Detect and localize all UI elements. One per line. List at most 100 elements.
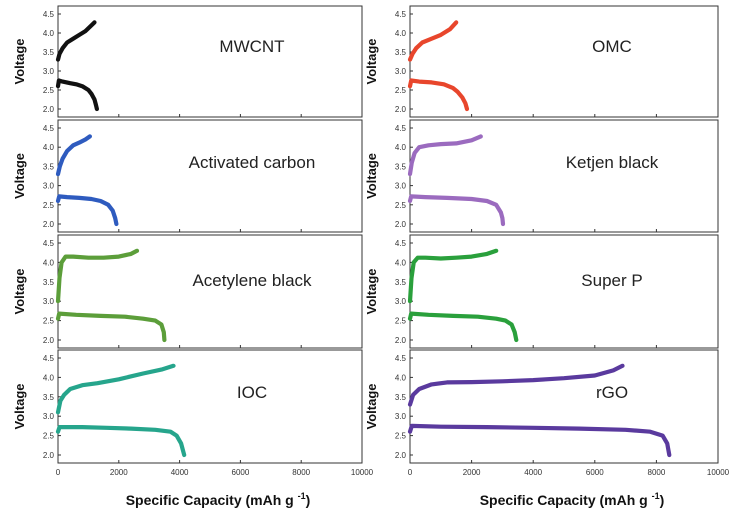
x-axis-label-main: Specific Capacity (mAh g [480,492,652,508]
panel-activated-carbon-ytick-label: 2.0 [43,220,55,229]
panel-mwcnt-frame [57,5,363,118]
panel-mwcnt-ytick-label: 3.0 [43,67,55,76]
panel-super-p-ytick-label: 4.0 [395,258,407,267]
panel-ioc-frame [57,349,363,464]
panel-omc-title: OMC [592,37,632,56]
x-axis-label-close: ) [660,492,665,508]
x-axis-label-close: ) [306,492,311,508]
panel-ketjen-black-ytick-label: 2.5 [395,201,407,210]
panel-rgo-xtick-label: 2000 [463,468,481,477]
panel-mwcnt-ytick-label: 3.5 [43,48,55,57]
panel-super-p-ytick-label: 3.0 [395,297,407,306]
panel-ioc-ytick-label: 2.5 [43,432,55,441]
panel-acetylene-black-ytick-label: 2.0 [43,336,55,345]
panel-omc-ytick-label: 2.5 [395,86,407,95]
panel-rgo-ylabel: Voltage [364,384,379,430]
panel-omc-ytick-label: 3.0 [395,67,407,76]
panel-activated-carbon-discharge-curve [55,194,119,227]
panel-mwcnt-ylabel: Voltage [12,39,27,85]
panel-ketjen-black-ytick-label: 4.5 [395,124,407,133]
panel-acetylene-black-ytick-label: 4.0 [43,258,55,267]
panel-super-p-discharge-curve [407,311,519,343]
panel-super-p-frame [409,234,719,349]
panel-rgo-xtick-label: 8000 [648,468,666,477]
panel-rgo-ytick-label: 2.5 [395,432,407,441]
panel-rgo-ytick-label: 4.0 [395,373,407,382]
panel-mwcnt-ytick-label: 4.5 [43,10,55,19]
panel-acetylene-black-ytick-label: 3.0 [43,297,55,306]
panel-rgo-title: rGO [596,383,628,402]
panel-rgo-xtick-label: 6000 [586,468,604,477]
panel-super-p-ytick-label: 2.5 [395,317,407,326]
panel-activated-carbon-ytick-label: 4.5 [43,124,55,133]
panel-rgo: 2.0 2.5 3.0 3.5 4.0 4.5 0 2000 4000 6000 8000 10000… [364,349,730,477]
panel-ioc-xtick-label: 6000 [232,468,250,477]
panel-acetylene-black-ytick-label: 3.5 [43,278,55,287]
panel-activated-carbon-title: Activated carbon [189,153,316,172]
panel-omc-ylabel: Voltage [364,39,379,85]
panel-activated-carbon-ytick-label: 3.0 [43,182,55,191]
panel-acetylene-black-charge-curve [55,248,140,304]
panel-activated-carbon-ytick-label: 2.5 [43,201,55,210]
panel-ioc-xtick-label: 2000 [110,468,128,477]
panel-activated-carbon-charge-curve [55,134,93,177]
panel-activated-carbon-ylabel: Voltage [12,153,27,199]
panel-rgo-xtick-label: 0 [408,468,413,477]
panel-ioc-xtick-label: 8000 [292,468,310,477]
panel-ioc-ylabel: Voltage [12,384,27,430]
panel-activated-carbon: 2.0 2.5 3.0 3.5 4.0 4.5 Voltage Activated carbo… [12,119,363,233]
panel-mwcnt-discharge-curve [55,78,100,112]
panel-omc-ytick-label: 3.5 [395,48,407,57]
panel-omc-ytick-label: 4.0 [395,29,407,38]
panel-super-p-ytick-label: 2.0 [395,336,407,345]
panel-acetylene-black-discharge-curve [55,311,167,343]
panel-acetylene-black: 2.0 2.5 3.0 3.5 4.0 4.5 Voltage Acetylene black [12,234,363,349]
panel-super-p-ytick-label: 3.5 [395,278,407,287]
panel-ioc: 2.0 2.5 3.0 3.5 4.0 4.5 0 2000 4000 6000 8000 10000… [12,349,374,477]
panel-ketjen-black-ytick-label: 3.5 [395,162,407,171]
panel-ioc-ytick-label: 4.5 [43,354,55,363]
panel-omc-discharge-curve [407,78,470,112]
panel-super-p-title: Super P [581,271,642,290]
panel-ioc-xtick-label: 0 [56,468,61,477]
panel-ketjen-black-discharge-curve [407,194,506,227]
x-axis-label-right: Specific Capacity (mAh g -1) [480,491,665,508]
panel-mwcnt-ytick-label: 4.0 [43,29,55,38]
panel-ioc-xtick-label: 10000 [351,468,374,477]
panel-rgo-frame [409,349,719,464]
panel-acetylene-black-ytick-label: 4.5 [43,239,55,248]
panel-ioc-ytick-label: 3.5 [43,393,55,402]
panel-ioc-ytick-label: 2.0 [43,451,55,460]
panel-omc-charge-curve [407,20,459,62]
panel-ioc-xtick-label: 4000 [171,468,189,477]
panel-ketjen-black-frame [409,119,719,233]
panel-rgo-ytick-label: 3.0 [395,412,407,421]
panel-ketjen-black-ytick-label: 2.0 [395,220,407,229]
panel-omc-ytick-label: 4.5 [395,10,407,19]
x-axis-label-main: Specific Capacity (mAh g [126,492,298,508]
panel-acetylene-black-ylabel: Voltage [12,269,27,315]
panel-ketjen-black-ylabel: Voltage [364,153,379,199]
panel-rgo-ytick-label: 2.0 [395,451,407,460]
panel-super-p-charge-curve [407,248,499,304]
panel-ioc-ytick-label: 3.0 [43,412,55,421]
x-axis-label-superscript: -1 [652,491,660,501]
panel-ketjen-black-ytick-label: 4.0 [395,143,407,152]
panel-ketjen-black-charge-curve [407,134,483,177]
panel-rgo-ytick-label: 4.5 [395,354,407,363]
panel-rgo-charge-curve [407,363,625,407]
panel-ketjen-black-ytick-label: 3.0 [395,182,407,191]
panel-mwcnt-charge-curve [55,20,97,62]
panel-ioc-discharge-curve [55,425,187,458]
panel-activated-carbon-frame [57,119,363,233]
panel-acetylene-black-frame [57,234,363,349]
panel-rgo-discharge-curve [407,423,672,458]
panel-activated-carbon-ytick-label: 4.0 [43,143,55,152]
panel-mwcnt-title: MWCNT [219,37,284,56]
panel-rgo-xtick-label: 10000 [707,468,730,477]
panel-acetylene-black-title: Acetylene black [192,271,312,290]
x-axis-label-left: Specific Capacity (mAh g -1) [126,491,311,508]
panel-mwcnt-ytick-label: 2.0 [43,105,55,114]
panel-omc-ytick-label: 2.0 [395,105,407,114]
